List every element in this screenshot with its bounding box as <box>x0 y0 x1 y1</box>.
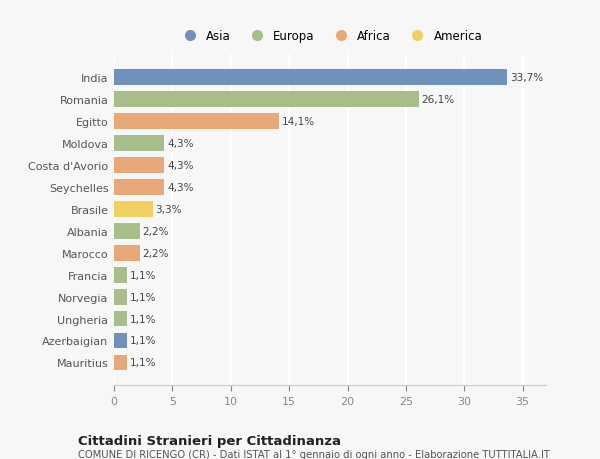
Bar <box>114 311 127 327</box>
Bar <box>114 202 152 217</box>
Bar <box>114 136 164 151</box>
Bar <box>114 289 127 305</box>
Bar <box>114 245 140 261</box>
Bar <box>114 333 127 349</box>
Text: 4,3%: 4,3% <box>167 139 194 149</box>
Text: 4,3%: 4,3% <box>167 183 194 192</box>
Bar <box>114 70 508 86</box>
Bar <box>114 267 127 283</box>
Bar <box>114 92 419 108</box>
Text: 2,2%: 2,2% <box>143 226 169 236</box>
Text: 1,1%: 1,1% <box>130 314 156 324</box>
Legend: Asia, Europa, Africa, America: Asia, Europa, Africa, America <box>175 28 485 45</box>
Bar <box>114 224 140 239</box>
Text: 26,1%: 26,1% <box>422 95 455 105</box>
Text: 33,7%: 33,7% <box>511 73 544 83</box>
Text: 1,1%: 1,1% <box>130 270 156 280</box>
Text: 4,3%: 4,3% <box>167 161 194 171</box>
Text: 3,3%: 3,3% <box>155 204 182 214</box>
Text: 1,1%: 1,1% <box>130 292 156 302</box>
Text: COMUNE DI RICENGO (CR) - Dati ISTAT al 1° gennaio di ogni anno - Elaborazione TU: COMUNE DI RICENGO (CR) - Dati ISTAT al 1… <box>78 449 550 459</box>
Bar <box>114 158 164 174</box>
Bar <box>114 355 127 370</box>
Bar <box>114 114 278 129</box>
Text: 14,1%: 14,1% <box>281 117 314 127</box>
Text: Cittadini Stranieri per Cittadinanza: Cittadini Stranieri per Cittadinanza <box>78 434 341 447</box>
Bar <box>114 179 164 196</box>
Text: 1,1%: 1,1% <box>130 336 156 346</box>
Text: 2,2%: 2,2% <box>143 248 169 258</box>
Text: 1,1%: 1,1% <box>130 358 156 368</box>
